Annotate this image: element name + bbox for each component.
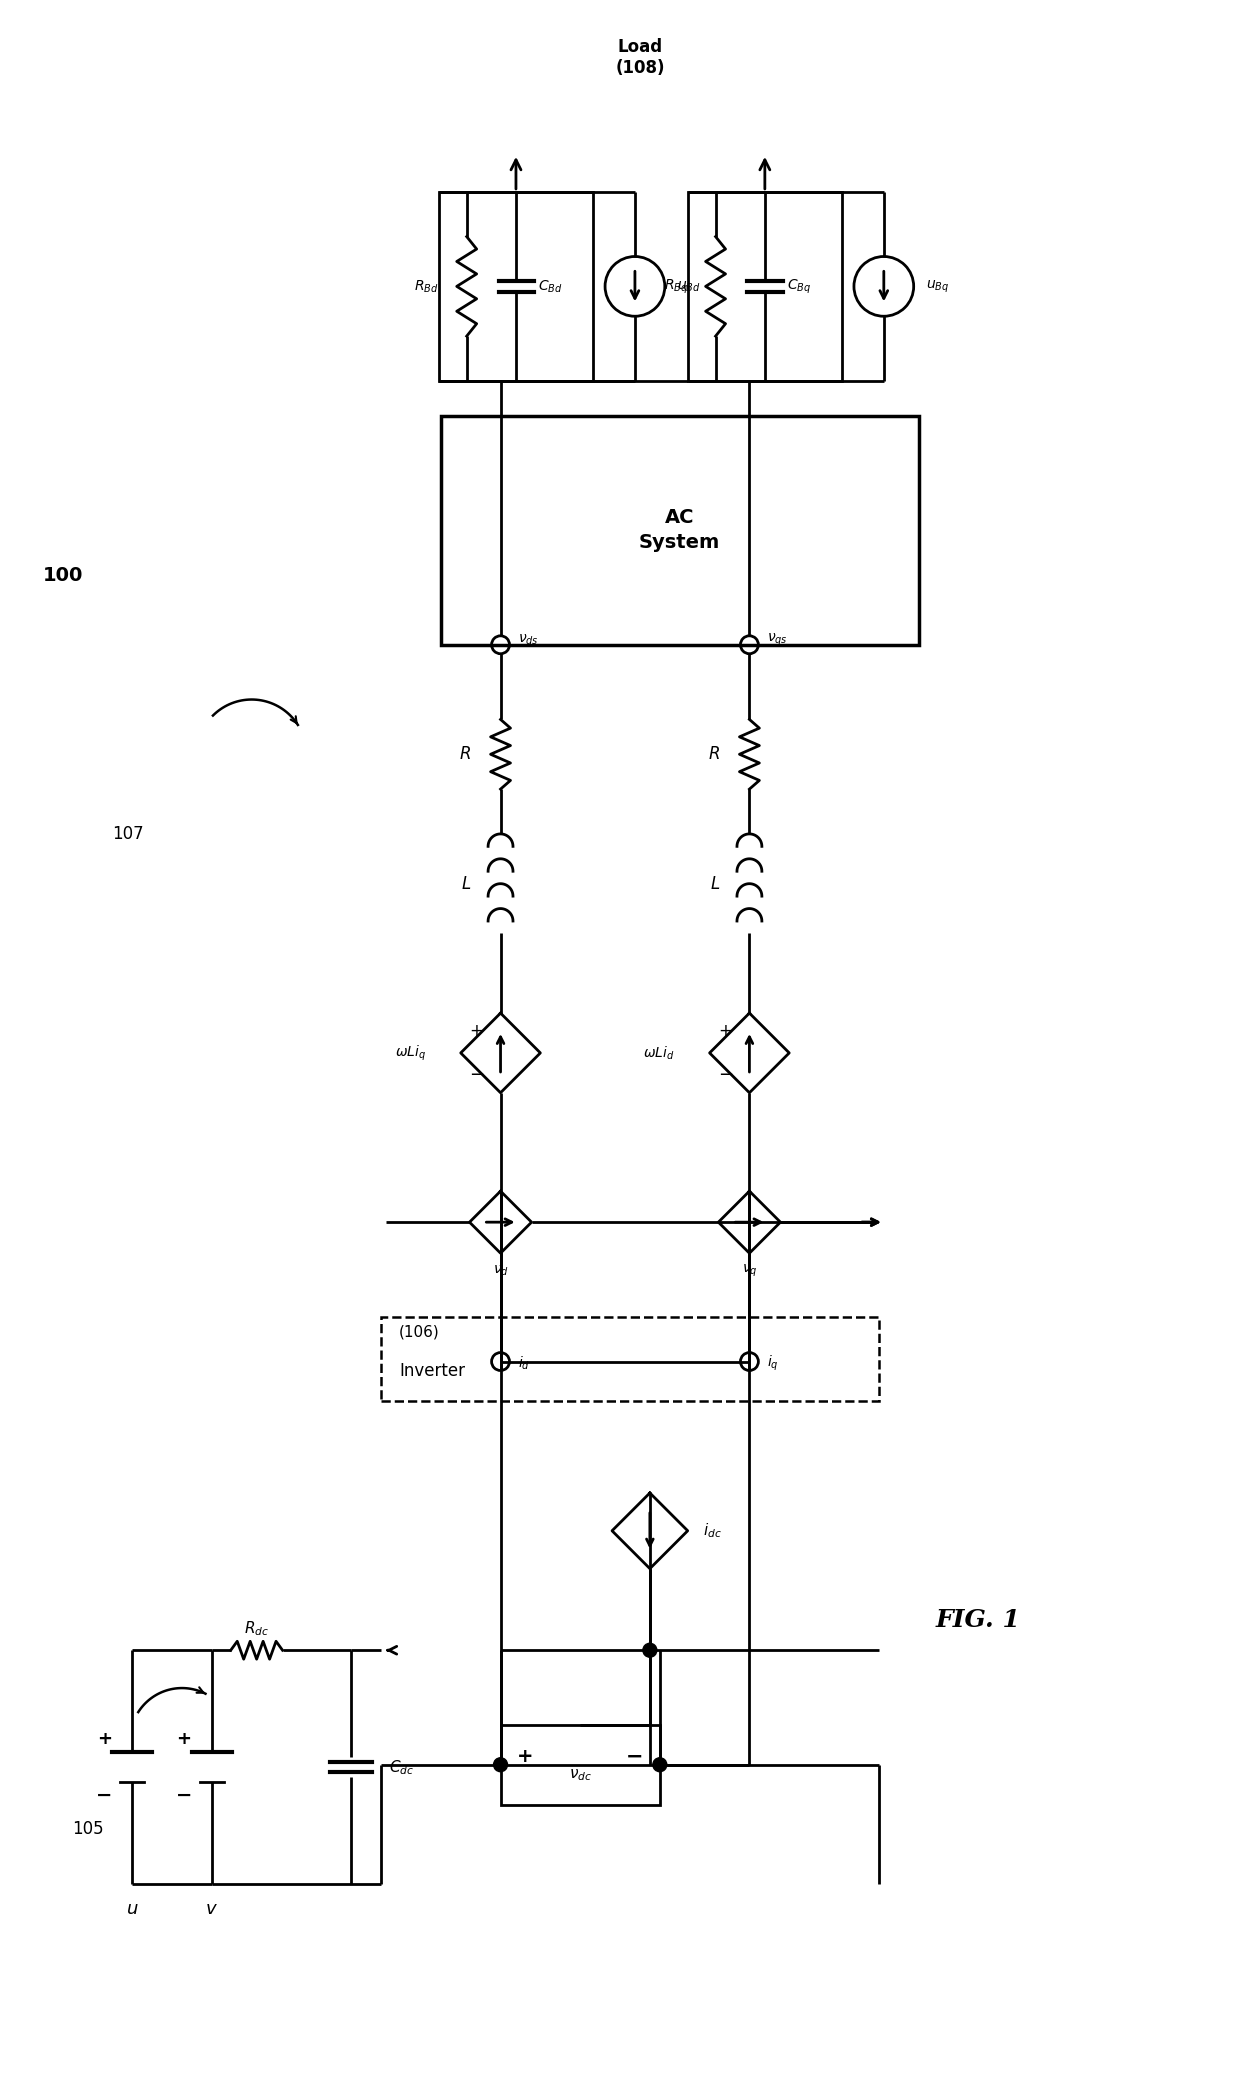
Text: −: − — [626, 1748, 644, 1766]
Text: 107: 107 — [113, 825, 144, 844]
Text: +: + — [719, 1022, 733, 1041]
Text: 105: 105 — [72, 1820, 104, 1839]
Text: $\nu_q$: $\nu_q$ — [742, 1262, 758, 1279]
Text: $C_{Bd}$: $C_{Bd}$ — [538, 278, 563, 294]
Text: FIG. 1: FIG. 1 — [936, 1609, 1021, 1631]
Text: −: − — [469, 1066, 484, 1084]
Text: $u_{Bq}$: $u_{Bq}$ — [925, 278, 949, 294]
Circle shape — [652, 1758, 667, 1772]
Text: 100: 100 — [42, 566, 83, 585]
Text: $\omega Li_q$: $\omega Li_q$ — [394, 1043, 425, 1063]
Text: +: + — [517, 1748, 533, 1766]
Text: R: R — [708, 746, 719, 763]
Text: R: R — [459, 746, 471, 763]
Text: $i_d$: $i_d$ — [518, 1356, 531, 1372]
Text: L: L — [461, 875, 471, 893]
Text: −: − — [176, 1785, 192, 1806]
Text: $\nu_d$: $\nu_d$ — [492, 1265, 508, 1279]
Text: $R_{Bq}$: $R_{Bq}$ — [663, 278, 688, 296]
Text: $R_{Bd}$: $R_{Bd}$ — [414, 278, 439, 294]
Text: −: − — [718, 1066, 733, 1084]
Text: AC
System: AC System — [639, 508, 720, 551]
Circle shape — [642, 1644, 657, 1656]
Text: −: − — [97, 1785, 113, 1806]
Text: Load
(108): Load (108) — [615, 37, 665, 77]
Text: L: L — [711, 875, 719, 893]
Circle shape — [494, 1758, 507, 1772]
Text: $C_{Bq}$: $C_{Bq}$ — [787, 278, 811, 296]
Text: $i_{dc}$: $i_{dc}$ — [703, 1522, 722, 1540]
Text: +: + — [470, 1022, 484, 1041]
Text: (106): (106) — [399, 1325, 440, 1339]
Text: $u_{Bd}$: $u_{Bd}$ — [677, 280, 701, 294]
Text: $\nu_{ds}$: $\nu_{ds}$ — [518, 632, 539, 647]
Text: $v$: $v$ — [206, 1901, 218, 1918]
Text: $R_{dc}$: $R_{dc}$ — [244, 1619, 269, 1638]
Text: $\omega Li_d$: $\omega Li_d$ — [644, 1045, 675, 1061]
Text: $i_q$: $i_q$ — [768, 1354, 779, 1372]
Text: $C_{dc}$: $C_{dc}$ — [389, 1758, 414, 1777]
Text: +: + — [176, 1731, 191, 1748]
Text: $\nu_{qs}$: $\nu_{qs}$ — [768, 632, 789, 649]
Text: Inverter: Inverter — [399, 1362, 465, 1381]
Text: $\nu_{dc}$: $\nu_{dc}$ — [569, 1766, 591, 1783]
Text: +: + — [97, 1731, 112, 1748]
Text: $u$: $u$ — [126, 1901, 139, 1918]
